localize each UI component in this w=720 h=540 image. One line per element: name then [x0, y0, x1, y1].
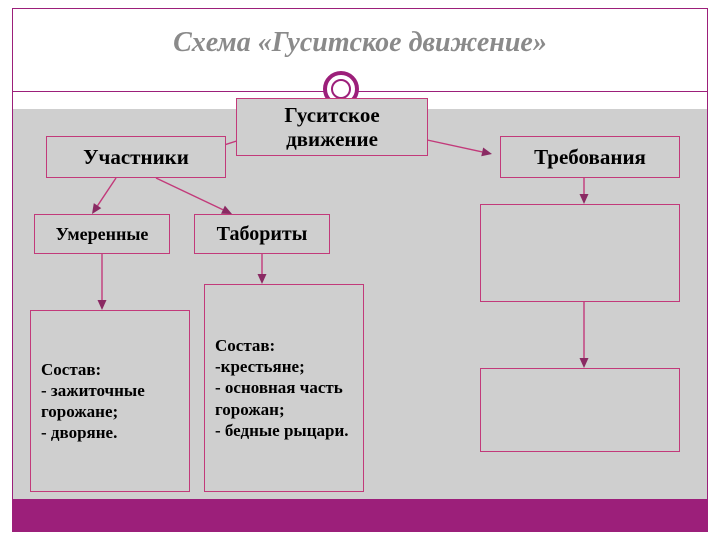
node-dem_box2 [480, 368, 680, 452]
node-dem_box1 [480, 204, 680, 302]
textbox-taborites_body: Состав: -крестьяне; - основная часть гор… [204, 284, 364, 492]
horizontal-rule [13, 91, 707, 92]
node-moderates: Умеренные [34, 214, 170, 254]
textbox-moderates_body: Состав: - зажиточные горожане; - дворяне… [30, 310, 190, 492]
node-root: Гуситское движение [236, 98, 428, 156]
node-demands: Требования [500, 136, 680, 178]
node-taborites: Табориты [194, 214, 330, 254]
bottom-accent-bar [13, 499, 707, 531]
page-title: Схема «Гуситское движение» [13, 27, 707, 59]
node-participants: Участники [46, 136, 226, 178]
